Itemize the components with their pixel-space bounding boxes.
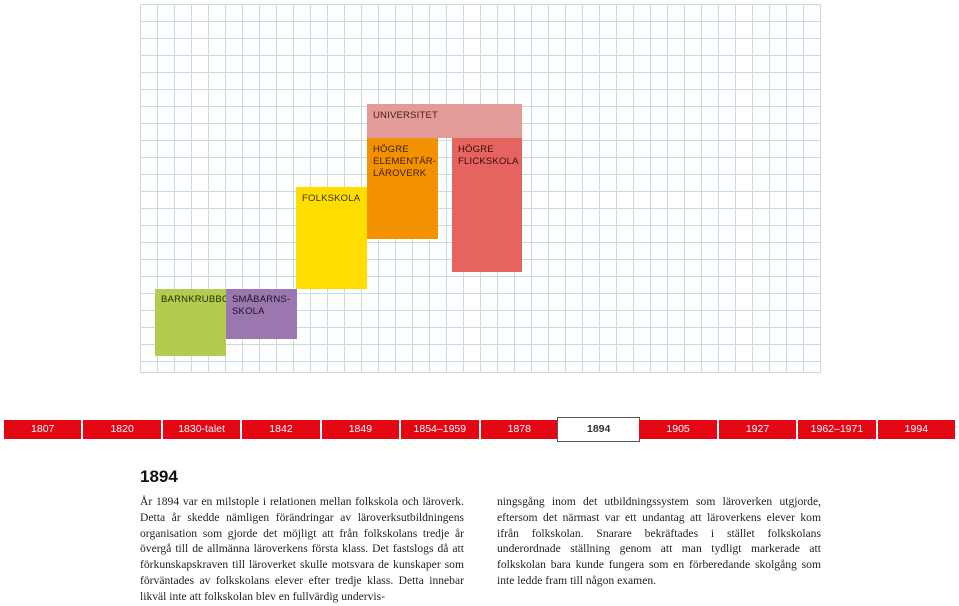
block-sma-line2: SKOLA bbox=[232, 306, 265, 317]
block-folkskola: FOLKSKOLA bbox=[296, 187, 367, 289]
timeline-bar: 1807 1820 1830-talet 1842 1849 1854–1959… bbox=[4, 417, 956, 442]
block-hel-line3: LÄROVERK bbox=[373, 168, 427, 179]
block-barnkrubbor: BARNKRUBBOR bbox=[155, 289, 236, 356]
block-hfs-line2: FLICKSKOLA bbox=[458, 156, 519, 167]
timeline-item-1830-talet[interactable]: 1830-talet bbox=[162, 420, 241, 439]
article-text-column-1: År 1894 var en milstople i relationen me… bbox=[140, 495, 464, 603]
timeline-item-1842[interactable]: 1842 bbox=[242, 420, 320, 439]
timeline-item-1849[interactable]: 1849 bbox=[321, 420, 400, 439]
timeline-item-1854-1959[interactable]: 1854–1959 bbox=[401, 420, 479, 439]
timeline-item-1994[interactable]: 1994 bbox=[877, 420, 956, 439]
block-hel-line2: ELEMENTÄR- bbox=[373, 156, 437, 167]
block-smabarnsskola: SMÅBARNS- SKOLA bbox=[226, 289, 297, 339]
timeline-item-1820[interactable]: 1820 bbox=[83, 420, 161, 439]
block-folkskola-label: FOLKSKOLA bbox=[302, 193, 361, 204]
article-title: 1894 bbox=[140, 467, 178, 486]
timeline-item-1962-1971[interactable]: 1962–1971 bbox=[798, 420, 876, 439]
timeline-item-1807[interactable]: 1807 bbox=[4, 420, 82, 439]
block-hogre-elementarlaroverk: HÖGRE ELEMENTÄR- LÄROVERK bbox=[367, 138, 438, 239]
block-hel-line1: HÖGRE bbox=[373, 144, 409, 155]
timeline-item-1878[interactable]: 1878 bbox=[480, 420, 558, 439]
timeline-item-1894[interactable]: 1894 bbox=[556, 417, 641, 442]
timeline-item-1905[interactable]: 1905 bbox=[639, 420, 717, 439]
block-sma-line1: SMÅBARNS- bbox=[232, 294, 291, 305]
timeline-item-1927[interactable]: 1927 bbox=[718, 420, 797, 439]
block-hogre-flickskola: HÖGRE FLICKSKOLA bbox=[452, 138, 522, 272]
block-universitet-label: UNIVERSITET bbox=[373, 110, 439, 121]
article-text-column-2: ningsgång inom det utbildningssystem som… bbox=[497, 495, 821, 587]
block-hfs-line1: HÖGRE bbox=[458, 144, 494, 155]
block-universitet: UNIVERSITET bbox=[367, 104, 522, 138]
block-barnkrubbor-label: BARNKRUBBOR bbox=[161, 294, 237, 305]
